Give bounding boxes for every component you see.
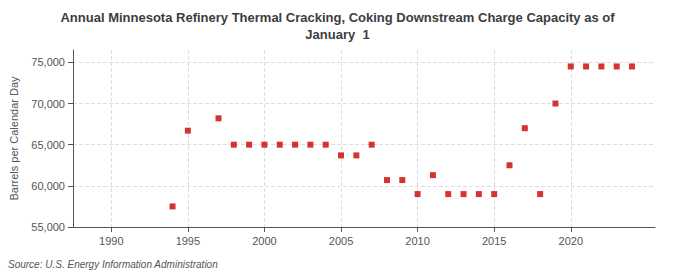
svg-text:2005: 2005 [329, 235, 353, 247]
svg-text:55,000: 55,000 [31, 221, 65, 233]
svg-text:70,000: 70,000 [31, 98, 65, 110]
svg-text:Source: U.S. Energy Informatio: Source: U.S. Energy Information Administ… [8, 259, 218, 270]
svg-text:1990: 1990 [99, 235, 123, 247]
svg-text:65,000: 65,000 [31, 139, 65, 151]
svg-text:Annual Minnesota Refinery Ther: Annual Minnesota Refinery Thermal Cracki… [60, 10, 615, 25]
svg-text:2010: 2010 [405, 235, 429, 247]
svg-text:75,000: 75,000 [31, 56, 65, 68]
svg-text:2000: 2000 [252, 235, 276, 247]
svg-text:1995: 1995 [176, 235, 200, 247]
svg-text:2020: 2020 [559, 235, 583, 247]
svg-text:January 1: January 1 [305, 27, 369, 42]
svg-text:60,000: 60,000 [31, 180, 65, 192]
svg-text:Barrels per Calendar Day: Barrels per Calendar Day [8, 76, 20, 201]
svg-text:2015: 2015 [482, 235, 506, 247]
